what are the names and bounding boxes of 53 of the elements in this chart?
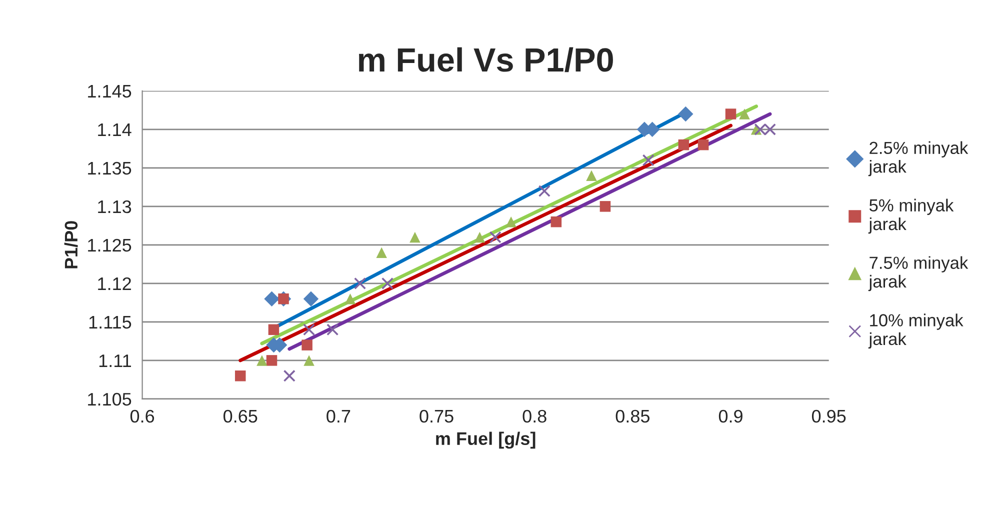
x-tick-label: 0.7 [326, 410, 350, 423]
y-tick-label: 1.14 [98, 124, 132, 136]
point [489, 231, 502, 244]
point [550, 216, 562, 228]
point [302, 324, 316, 336]
x-tick-label: 0.95 [812, 410, 846, 423]
x-tick-label: 0.75 [420, 410, 454, 423]
legend-label: 5% minyak jarak [868, 198, 954, 234]
point [304, 355, 314, 366]
point [234, 370, 246, 382]
point [381, 277, 394, 290]
point [600, 201, 611, 212]
x-tick-label: 0.9 [718, 410, 742, 423]
x-tick-label: 0.85 [616, 410, 650, 423]
y-tick-label: 1.145 [88, 85, 132, 98]
x-tick-label: 0.6 [130, 410, 154, 423]
point [739, 108, 750, 120]
x-axis-title: m Fuel [g/s] [436, 432, 536, 449]
point [302, 340, 312, 350]
x-tick-label: 0.65 [224, 410, 258, 423]
y-axis-title: P1/P0 [64, 221, 78, 268]
legend-label: 10% minyak jarak [868, 314, 964, 349]
y-tick-label: 1.135 [88, 162, 132, 175]
point [410, 232, 420, 243]
point [354, 277, 366, 290]
point [326, 324, 339, 336]
point [586, 170, 597, 181]
legend-label: 2.5% minyak jarak [868, 141, 968, 176]
point [303, 291, 319, 306]
y-tick-label: 1.12 [98, 277, 131, 290]
y-tick-label: 1.13 [98, 200, 132, 214]
y-tick-label: 1.11 [99, 354, 131, 367]
point [344, 293, 356, 304]
legend-label: 7.5% minyak jarak [868, 256, 968, 292]
point [474, 232, 486, 243]
point [376, 247, 387, 258]
point [725, 108, 736, 120]
y-tick-label: 1.125 [88, 238, 132, 252]
chart-title: m Fuel Vs P1/P0 [359, 47, 613, 72]
point [698, 139, 709, 150]
y-tick-label: 1.115 [89, 316, 132, 329]
point [256, 355, 268, 366]
point [678, 106, 694, 122]
point [642, 154, 654, 166]
point [264, 291, 280, 306]
point [268, 324, 280, 336]
point [266, 355, 278, 366]
point [283, 370, 296, 382]
point [678, 139, 690, 150]
y-tick-label: 1.105 [88, 392, 132, 406]
x-tick-label: 0.8 [522, 410, 546, 423]
point [506, 216, 516, 228]
point [538, 184, 550, 198]
